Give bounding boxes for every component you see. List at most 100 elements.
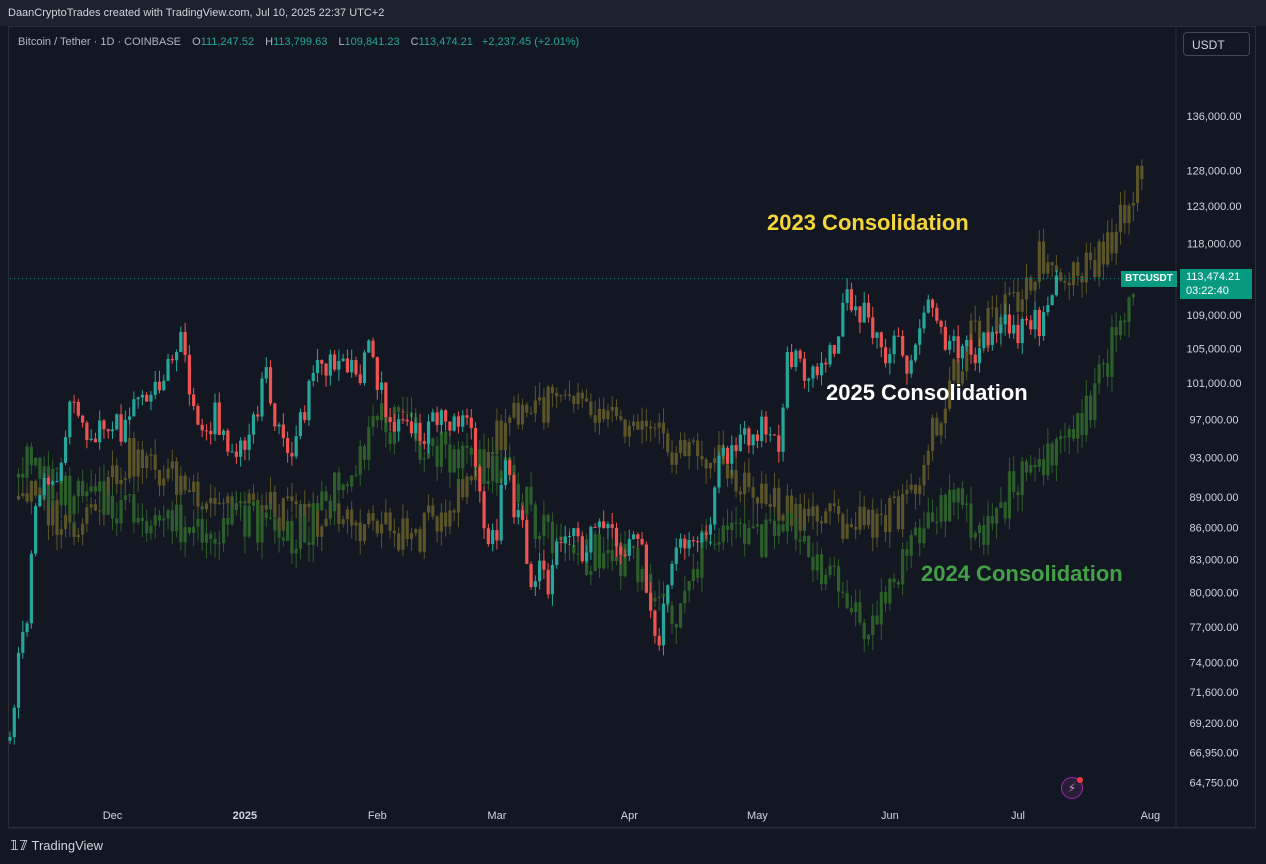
candle-body bbox=[918, 328, 922, 345]
candle-body bbox=[849, 289, 853, 311]
candle bbox=[354, 356, 358, 377]
candle bbox=[337, 499, 341, 533]
candle-body bbox=[1016, 291, 1020, 312]
candle-body bbox=[217, 543, 221, 545]
symbol-name[interactable]: Bitcoin / Tether · 1D · COINBASE bbox=[18, 36, 182, 48]
candle-body bbox=[883, 592, 888, 604]
candle-body bbox=[422, 512, 426, 552]
candle bbox=[358, 439, 362, 487]
candle bbox=[631, 531, 636, 541]
y-axis[interactable]: 64,750.00 66,950.00 69,200.00 71,600.00 74,0… bbox=[1186, 111, 1241, 789]
open-value: 111,247.52 bbox=[200, 36, 255, 48]
candle bbox=[491, 440, 495, 494]
candle bbox=[192, 509, 196, 547]
candle-body bbox=[102, 420, 106, 430]
candle bbox=[1046, 296, 1050, 316]
candle-body bbox=[1059, 272, 1063, 281]
candle bbox=[952, 482, 956, 516]
candle bbox=[25, 484, 29, 504]
candle-body bbox=[354, 522, 358, 526]
candle-body bbox=[209, 430, 213, 435]
candle-body bbox=[888, 354, 892, 364]
candle-body bbox=[89, 438, 93, 441]
candle-body bbox=[239, 505, 243, 507]
candle bbox=[25, 443, 29, 485]
candle bbox=[708, 462, 713, 479]
x-axis[interactable]: Dec 2025 Feb Mar Apr May Jun Jul Aug bbox=[103, 810, 1160, 822]
candle-body bbox=[871, 317, 875, 338]
candle bbox=[802, 351, 807, 389]
candle-body bbox=[115, 465, 119, 485]
candle bbox=[725, 445, 730, 464]
candle-body bbox=[538, 560, 542, 582]
candle bbox=[16, 468, 21, 494]
candle-body bbox=[909, 484, 913, 490]
candle-body bbox=[51, 500, 55, 526]
tradingview-logo[interactable]: 𝟙𝟟 TradingView bbox=[10, 838, 103, 854]
candle-body bbox=[768, 504, 772, 508]
candle bbox=[743, 507, 747, 557]
candle-body bbox=[832, 345, 836, 354]
candle-body bbox=[956, 336, 960, 359]
candle bbox=[1033, 301, 1037, 339]
candle bbox=[640, 407, 644, 444]
candle bbox=[670, 560, 674, 590]
candle-body bbox=[785, 351, 789, 408]
candle bbox=[836, 335, 841, 354]
candle bbox=[328, 497, 332, 526]
candle-body bbox=[328, 354, 332, 376]
candle-body bbox=[102, 481, 106, 515]
candle-body bbox=[550, 564, 555, 595]
candle bbox=[503, 449, 508, 490]
candle-body bbox=[260, 378, 264, 417]
y-tick-label: 128,000.00 bbox=[1186, 165, 1241, 177]
candle bbox=[614, 399, 619, 421]
candle-body bbox=[29, 446, 33, 466]
candle-body bbox=[743, 472, 747, 495]
candle-body bbox=[362, 352, 367, 383]
candle bbox=[21, 620, 25, 659]
candle bbox=[379, 392, 384, 431]
candle-body bbox=[76, 401, 80, 416]
candle bbox=[465, 472, 469, 505]
ohlc-legend: Bitcoin / Tether · 1D · COINBASE O111,24… bbox=[18, 36, 579, 48]
candle-body bbox=[38, 487, 42, 496]
change-value: +2,237.45 (+2.01%) bbox=[481, 36, 580, 48]
candle-body bbox=[768, 519, 772, 521]
candle-body bbox=[862, 506, 866, 526]
candle-body bbox=[1135, 165, 1140, 203]
lightning-icon[interactable]: ⚡ bbox=[1061, 777, 1083, 799]
candle-body bbox=[426, 421, 431, 444]
candle-body bbox=[16, 652, 21, 708]
candle bbox=[610, 396, 614, 423]
candle-body bbox=[935, 417, 939, 436]
candle-body bbox=[25, 446, 29, 478]
candle-body bbox=[213, 538, 217, 544]
candle bbox=[320, 359, 324, 376]
candle bbox=[132, 391, 136, 417]
candle-body bbox=[700, 456, 704, 460]
candle-body bbox=[802, 535, 807, 542]
candle bbox=[294, 539, 298, 568]
candle-body bbox=[1067, 282, 1071, 286]
candle-body bbox=[555, 542, 559, 565]
candle-body bbox=[610, 524, 614, 528]
candle bbox=[294, 492, 298, 519]
candle-body bbox=[345, 509, 350, 520]
candle-body bbox=[256, 501, 260, 543]
candle-body bbox=[674, 547, 678, 564]
open-label: O bbox=[192, 36, 201, 48]
candle-body bbox=[666, 433, 670, 453]
candle-body bbox=[832, 503, 836, 507]
candle-body bbox=[661, 422, 666, 434]
high-value: 113,799.63 bbox=[273, 36, 328, 48]
candle-body bbox=[226, 517, 230, 525]
candle-body bbox=[1127, 297, 1131, 323]
candle bbox=[149, 448, 153, 471]
candle bbox=[606, 540, 610, 569]
currency-button[interactable]: USDT bbox=[1183, 32, 1250, 56]
candle-body bbox=[456, 478, 461, 513]
candle bbox=[730, 511, 734, 547]
candle-body bbox=[196, 518, 200, 527]
